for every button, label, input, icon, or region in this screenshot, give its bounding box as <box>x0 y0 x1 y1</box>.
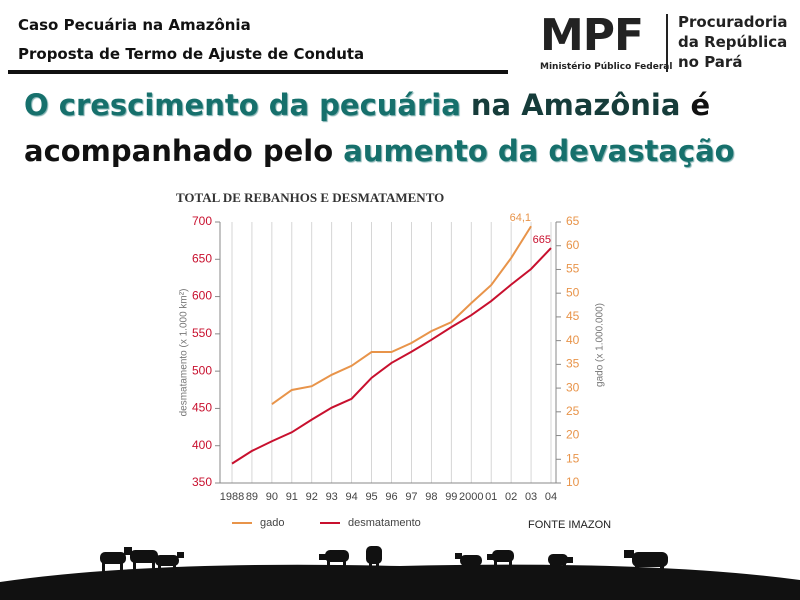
headline: acompanhado pelo aumento da devastação <box>24 134 735 168</box>
headline: O crescimento da pecuária na Amazônia é <box>24 88 710 122</box>
headline-part: aumento da devastação <box>343 134 735 168</box>
y2-axis-label: gado (x 1.000.000) <box>595 303 606 387</box>
y-tick-label: 350 <box>192 475 212 489</box>
y2-tick-label: 60 <box>566 238 580 252</box>
y2-tick-label: 15 <box>566 451 580 465</box>
y2-tick-label: 40 <box>566 333 580 347</box>
y-tick-label: 600 <box>192 289 212 303</box>
legend-label: gado <box>260 517 284 529</box>
scenery <box>0 546 800 600</box>
x-tick-label: 93 <box>326 491 338 503</box>
y2-tick-label: 25 <box>566 404 580 418</box>
institution: Procuradoria da República no Pará <box>678 12 788 72</box>
x-tick-label: 95 <box>365 491 377 503</box>
headline-part: O crescimento da pecuária <box>24 88 461 122</box>
source: FONTE IMAZON <box>528 519 611 531</box>
x-tick-label: 90 <box>266 491 278 503</box>
legend-label: desmatamento <box>348 517 421 529</box>
x-tick-label: 2000 <box>459 491 483 503</box>
institution-line: Procuradoria <box>678 13 788 31</box>
y2-tick-label: 55 <box>566 262 580 276</box>
institution-line: no Pará <box>678 53 743 71</box>
y2-tick-label: 20 <box>566 428 580 442</box>
x-tick-label: 02 <box>505 491 517 503</box>
x-tick-label: 1988 <box>220 491 244 503</box>
y-tick-label: 650 <box>192 251 212 265</box>
x-tick-label: 89 <box>246 491 258 503</box>
x-tick-label: 91 <box>286 491 298 503</box>
line <box>231 247 552 465</box>
x-tick-label: 97 <box>405 491 417 503</box>
y2-tick-label: 10 <box>566 475 580 489</box>
header-line: Proposta de Termo de Ajuste de Conduta <box>18 45 365 63</box>
data-label: 665 <box>533 234 551 246</box>
data-label: 64,1 <box>510 212 531 224</box>
chart-title: TOTAL DE REBANHOS E DESMATAMENTO <box>176 190 444 205</box>
x-tick-label: 98 <box>425 491 437 503</box>
header-line: Caso Pecuária na Amazônia <box>18 16 251 34</box>
x-tick-label: 94 <box>346 491 358 503</box>
y-tick-label: 550 <box>192 326 212 340</box>
y2-tick-label: 50 <box>566 285 580 299</box>
logo-divider <box>666 14 668 72</box>
headline-part: acompanhado pelo <box>24 134 344 168</box>
y-tick-label: 700 <box>192 214 212 228</box>
x-tick-label: 92 <box>306 491 318 503</box>
x-tick-label: 96 <box>385 491 397 503</box>
line <box>271 225 532 406</box>
institution-line: da República <box>678 33 788 51</box>
x-tick-label: 04 <box>545 491 557 503</box>
logo-mark: MPF <box>540 10 644 61</box>
y-tick-label: 400 <box>192 438 212 452</box>
x-tick-label: 01 <box>485 491 497 503</box>
x-tick-label: 99 <box>445 491 457 503</box>
headline-part: é <box>680 88 711 122</box>
rule <box>8 70 508 74</box>
y-axis-label: desmatamento (x 1.000 km²) <box>179 289 190 417</box>
headline-part: na Amazônia <box>460 88 681 122</box>
y2-tick-label: 35 <box>566 357 580 371</box>
y2-tick-label: 65 <box>566 214 580 228</box>
logo-caption: Ministério Público Federal <box>540 62 673 72</box>
x-tick-label: 03 <box>525 491 537 503</box>
y-tick-label: 450 <box>192 401 212 415</box>
y2-tick-label: 45 <box>566 309 580 323</box>
y2-tick-label: 30 <box>566 380 580 394</box>
y-tick-label: 500 <box>192 363 212 377</box>
